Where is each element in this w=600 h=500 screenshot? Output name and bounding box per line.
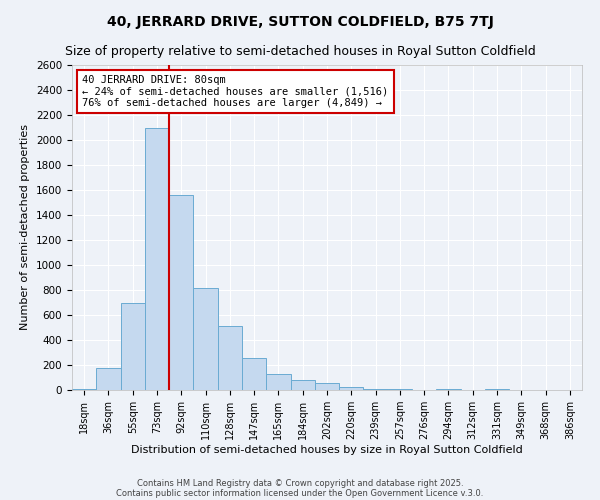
Bar <box>485 389 509 390</box>
X-axis label: Distribution of semi-detached houses by size in Royal Sutton Coldfield: Distribution of semi-detached houses by … <box>131 445 523 455</box>
Bar <box>218 326 242 390</box>
Bar <box>121 302 145 390</box>
Bar <box>339 387 364 390</box>
Bar <box>169 195 193 390</box>
Bar <box>266 374 290 390</box>
Bar <box>290 380 315 390</box>
Bar <box>96 368 121 390</box>
Bar <box>72 389 96 390</box>
Text: Contains HM Land Registry data © Crown copyright and database right 2025.: Contains HM Land Registry data © Crown c… <box>137 478 463 488</box>
Text: 40, JERRARD DRIVE, SUTTON COLDFIELD, B75 7TJ: 40, JERRARD DRIVE, SUTTON COLDFIELD, B75… <box>107 15 493 29</box>
Bar <box>315 383 339 390</box>
Bar <box>242 358 266 390</box>
Text: Contains public sector information licensed under the Open Government Licence v.: Contains public sector information licen… <box>116 488 484 498</box>
Text: 40 JERRARD DRIVE: 80sqm
← 24% of semi-detached houses are smaller (1,516)
76% of: 40 JERRARD DRIVE: 80sqm ← 24% of semi-de… <box>82 74 388 108</box>
Bar <box>364 389 388 390</box>
Y-axis label: Number of semi-detached properties: Number of semi-detached properties <box>20 124 31 330</box>
Text: Size of property relative to semi-detached houses in Royal Sutton Coldfield: Size of property relative to semi-detach… <box>65 45 535 58</box>
Bar <box>193 288 218 390</box>
Bar <box>145 128 169 390</box>
